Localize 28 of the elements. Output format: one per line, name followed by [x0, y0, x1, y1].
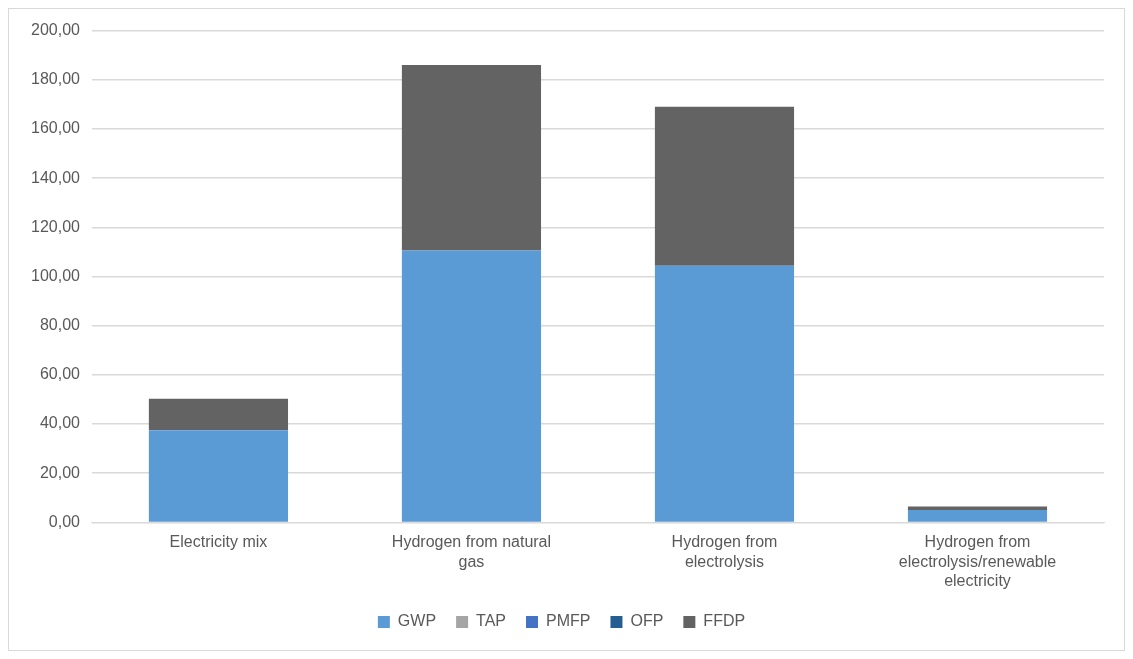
x-tick-label: Electricity mix — [169, 533, 268, 551]
bar — [907, 506, 1048, 511]
x-tick-label: Hydrogen from natural gas — [391, 533, 552, 570]
legend-label: PMFP — [546, 612, 591, 630]
y-tick-label: 160,00 — [31, 119, 81, 137]
bar — [401, 250, 542, 522]
y-tick-label: 40,00 — [39, 414, 81, 432]
y-tick-label: 80,00 — [39, 316, 81, 334]
y-tick-label: 120,00 — [31, 217, 81, 235]
legend-label: GWP — [397, 612, 437, 630]
y-tick-label: 180,00 — [31, 70, 81, 88]
bar — [654, 265, 795, 522]
y-tick-label: 60,00 — [39, 365, 81, 383]
legend-label: TAP — [476, 612, 507, 630]
y-tick-label: 20,00 — [39, 463, 81, 481]
bar — [401, 65, 542, 251]
y-tick-label: 200,00 — [31, 21, 81, 39]
bar — [907, 510, 1048, 522]
x-tick-label: Hydrogen from electrolysis/renewable electricity — [898, 533, 1057, 589]
y-tick-label: 100,00 — [31, 266, 81, 284]
y-tick-label: 0,00 — [48, 512, 81, 530]
bar — [654, 106, 795, 266]
bar — [148, 430, 289, 522]
x-tick-label: Hydrogen from electrolysis — [671, 533, 778, 570]
legend-label: OFP — [630, 612, 664, 630]
legend-label: FFDP — [703, 612, 746, 630]
bar — [148, 398, 289, 431]
y-tick-label: 140,00 — [31, 168, 81, 186]
